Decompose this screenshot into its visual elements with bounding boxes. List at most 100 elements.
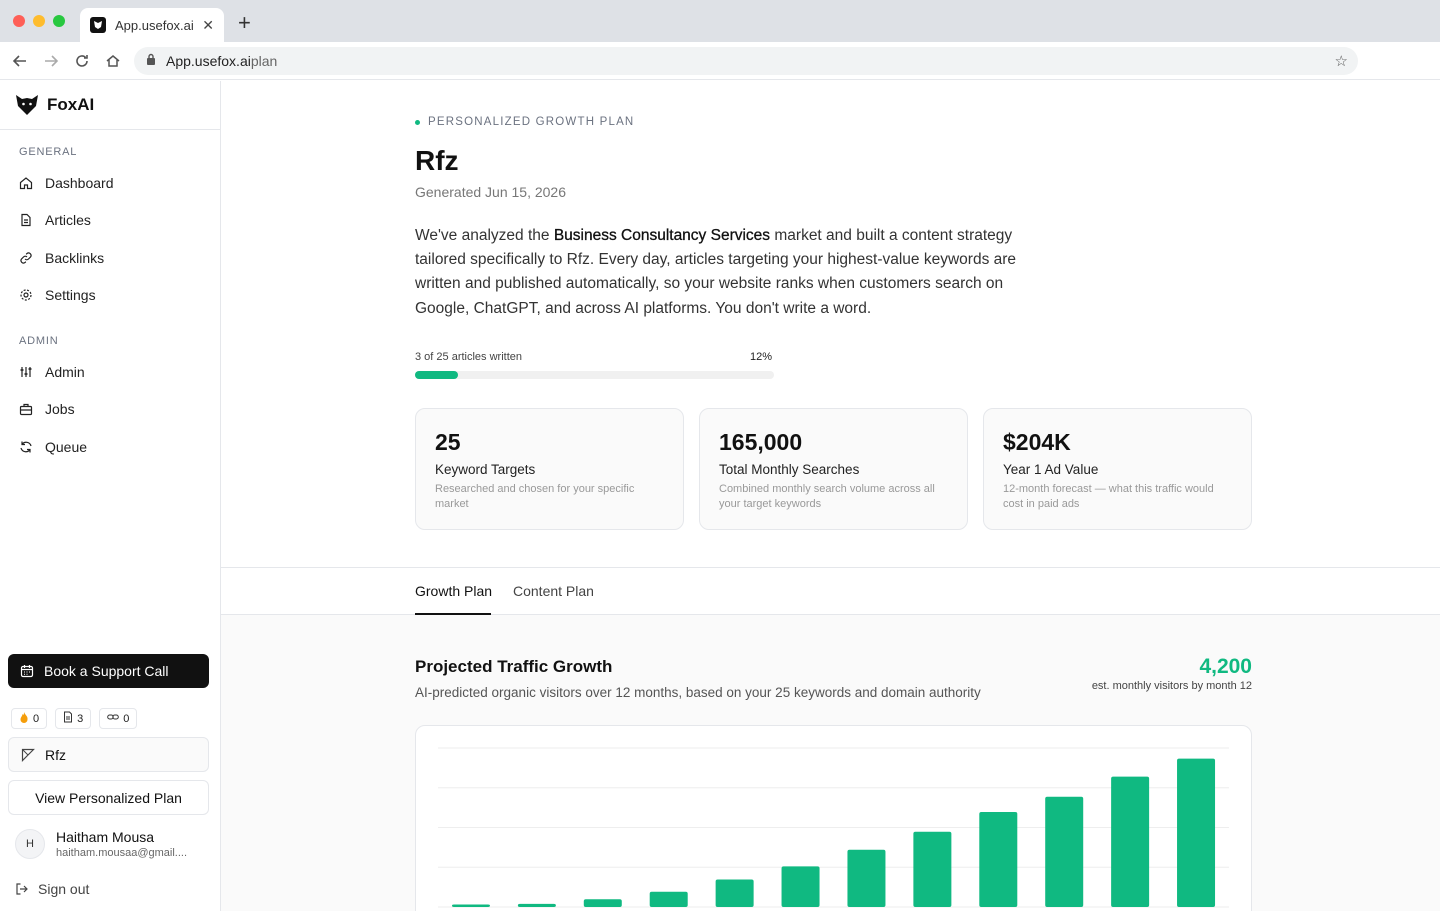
tab-content-plan[interactable]: Content Plan — [513, 583, 594, 599]
growth-subtitle: AI-predicted organic visitors over 12 mo… — [415, 685, 981, 700]
stat-card-keywords: 25 Keyword Targets Researched and chosen… — [415, 408, 684, 530]
sidebar-item-label: Dashboard — [45, 174, 114, 191]
book-support-call-button[interactable]: Book a Support Call — [8, 654, 209, 688]
fox-logo-icon — [16, 95, 38, 115]
chart-bar-month-1[interactable] — [451, 904, 490, 907]
project-name: Rfz — [45, 746, 66, 763]
sidebar-item-label: Jobs — [45, 401, 75, 418]
maximize-window-button[interactable] — [53, 15, 65, 27]
chart-bar-month-2[interactable] — [517, 903, 556, 907]
back-icon[interactable] — [10, 51, 30, 71]
sidebar-item-label: Articles — [45, 212, 91, 229]
traffic-chart — [415, 725, 1252, 911]
forward-icon[interactable] — [41, 51, 61, 71]
progress-bar — [415, 371, 774, 379]
reload-icon[interactable] — [72, 51, 92, 71]
browser-tab[interactable]: App.usefox.ai ✕ — [80, 8, 224, 42]
chart-bar-month-5[interactable] — [715, 879, 754, 907]
chart-bar-month-7[interactable] — [847, 849, 886, 907]
home-browser-icon[interactable] — [103, 51, 123, 71]
plan-eyebrow: PERSONALIZED GROWTH PLAN — [415, 116, 634, 128]
bookmark-star-icon[interactable]: ☆ — [1334, 53, 1348, 70]
page-title: Rfz — [415, 145, 459, 176]
admin-section-label: ADMIN — [19, 335, 59, 347]
plan-tabs: Growth Plan Content Plan — [221, 567, 1440, 615]
sidebar-item-jobs[interactable]: Jobs — [0, 391, 220, 429]
growth-headline-label: est. monthly visitors by month 12 — [1091, 680, 1252, 692]
sidebar-item-admin[interactable]: Admin — [0, 353, 220, 391]
brand-name: FoxAI — [47, 95, 95, 114]
progress-label: 3 of 25 articles written — [415, 351, 522, 363]
general-section-label: GENERAL — [19, 146, 78, 158]
progress-bar-fill — [415, 371, 459, 379]
stats-row: 0 3 0 — [11, 708, 138, 729]
briefcase-icon — [19, 404, 33, 416]
chart-bar-month-8[interactable] — [913, 831, 952, 907]
brand[interactable]: FoxAI — [0, 81, 220, 130]
minimize-window-button[interactable] — [33, 15, 45, 27]
sign-out-label: Sign out — [38, 881, 90, 897]
sidebar-item-label: Backlinks — [45, 249, 105, 266]
articles-count: 3 — [77, 712, 84, 725]
flame-icon — [19, 711, 29, 726]
traffic-chart-svg — [438, 747, 1229, 908]
user-profile[interactable]: H Haitham Mousa haitham.mousaa@gmail.... — [15, 829, 187, 859]
user-name: Haitham Mousa — [56, 829, 155, 845]
view-plan-label: View Personalized Plan — [35, 789, 182, 806]
sidebar-item-backlinks[interactable]: Backlinks — [0, 239, 220, 277]
stat-label: Keyword Targets — [435, 462, 536, 477]
stat-card-searches: 165,000 Total Monthly Searches Combined … — [699, 408, 968, 530]
stat-description: 12-month forecast — what this traffic wo… — [1003, 483, 1214, 510]
stat-label: Total Monthly Searches — [719, 462, 860, 477]
sidebar-item-queue[interactable]: Queue — [0, 428, 220, 466]
streak-stat: 0 — [11, 708, 48, 729]
generated-date: Generated Jun 15, 2026 — [415, 184, 567, 200]
view-personalized-plan-button[interactable]: View Personalized Plan — [8, 780, 209, 815]
close-window-button[interactable] — [13, 15, 25, 27]
sidebar-item-articles[interactable]: Articles — [0, 202, 220, 240]
stat-cards: 25 Keyword Targets Researched and chosen… — [415, 408, 1252, 530]
main-content: PERSONALIZED GROWTH PLAN Rfz Generated J… — [221, 81, 1440, 911]
stat-description: Researched and chosen for your specific … — [435, 483, 635, 510]
growth-headline-value: 4,200 — [1199, 655, 1252, 678]
links-stat: 0 — [99, 708, 138, 729]
chart-bar-month-6[interactable] — [781, 866, 820, 907]
intro-paragraph: We've analyzed the Business Consultancy … — [415, 227, 1017, 317]
market-name: Business Consultancy Services — [553, 227, 771, 244]
chart-bar-month-11[interactable] — [1111, 776, 1150, 907]
stat-card-ad-value: $204K Year 1 Ad Value 12-month forecast … — [983, 408, 1252, 530]
chart-bar-month-3[interactable] — [583, 899, 622, 907]
sidebar-item-label: Queue — [45, 438, 88, 455]
browser-tab-bar: App.usefox.ai ✕ + — [0, 0, 1440, 42]
link-icon — [20, 252, 32, 264]
eyebrow-text: PERSONALIZED GROWTH PLAN — [428, 116, 635, 128]
status-dot — [415, 119, 420, 125]
chart-bar-month-9[interactable] — [979, 811, 1018, 907]
stat-value: $204K — [1003, 429, 1071, 455]
chart-bar-month-12[interactable] — [1177, 758, 1216, 907]
address-bar: App.usefox.aiplan ☆ ⋮ — [0, 42, 1440, 114]
close-tab-icon[interactable]: ✕ — [202, 16, 214, 33]
progress-percent: 12% — [750, 351, 773, 363]
refresh-icon — [20, 441, 32, 453]
tab-title: App.usefox.ai — [115, 17, 194, 33]
gear-icon — [20, 289, 32, 301]
stat-label: Year 1 Ad Value — [1003, 462, 1099, 477]
new-tab-button[interactable]: + — [238, 10, 251, 35]
chart-bar-month-4[interactable] — [649, 891, 688, 907]
sidebar-item-dashboard[interactable]: Dashboard — [0, 164, 220, 202]
growth-plan-panel: Projected Traffic Growth AI-predicted or… — [221, 615, 1440, 911]
user-email: haitham.mousaa@gmail.... — [56, 847, 188, 859]
chart-bar-month-10[interactable] — [1045, 796, 1084, 907]
growth-title: Projected Traffic Growth — [415, 657, 613, 676]
sidebar-item-settings[interactable]: Settings — [0, 277, 220, 315]
link-small-icon — [107, 712, 120, 725]
project-selector[interactable]: Rfz — [8, 737, 209, 772]
document-icon — [21, 214, 31, 227]
fox-favicon-icon — [90, 17, 106, 33]
book-support-call-label: Book a Support Call — [44, 663, 169, 679]
sidebar-item-label: Settings — [45, 287, 96, 304]
url-input[interactable]: App.usefox.aiplan ☆ — [134, 47, 1358, 75]
tab-growth-plan[interactable]: Growth Plan — [415, 583, 493, 599]
sign-out-button[interactable]: Sign out — [15, 881, 89, 897]
